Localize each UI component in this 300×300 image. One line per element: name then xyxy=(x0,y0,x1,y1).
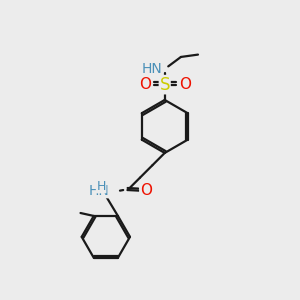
Text: O: O xyxy=(139,77,151,92)
Text: S: S xyxy=(160,76,170,94)
Text: O: O xyxy=(179,77,191,92)
Text: O: O xyxy=(140,183,152,198)
Text: H: H xyxy=(96,180,106,193)
Text: HN: HN xyxy=(142,62,162,76)
Text: HN: HN xyxy=(88,184,109,198)
